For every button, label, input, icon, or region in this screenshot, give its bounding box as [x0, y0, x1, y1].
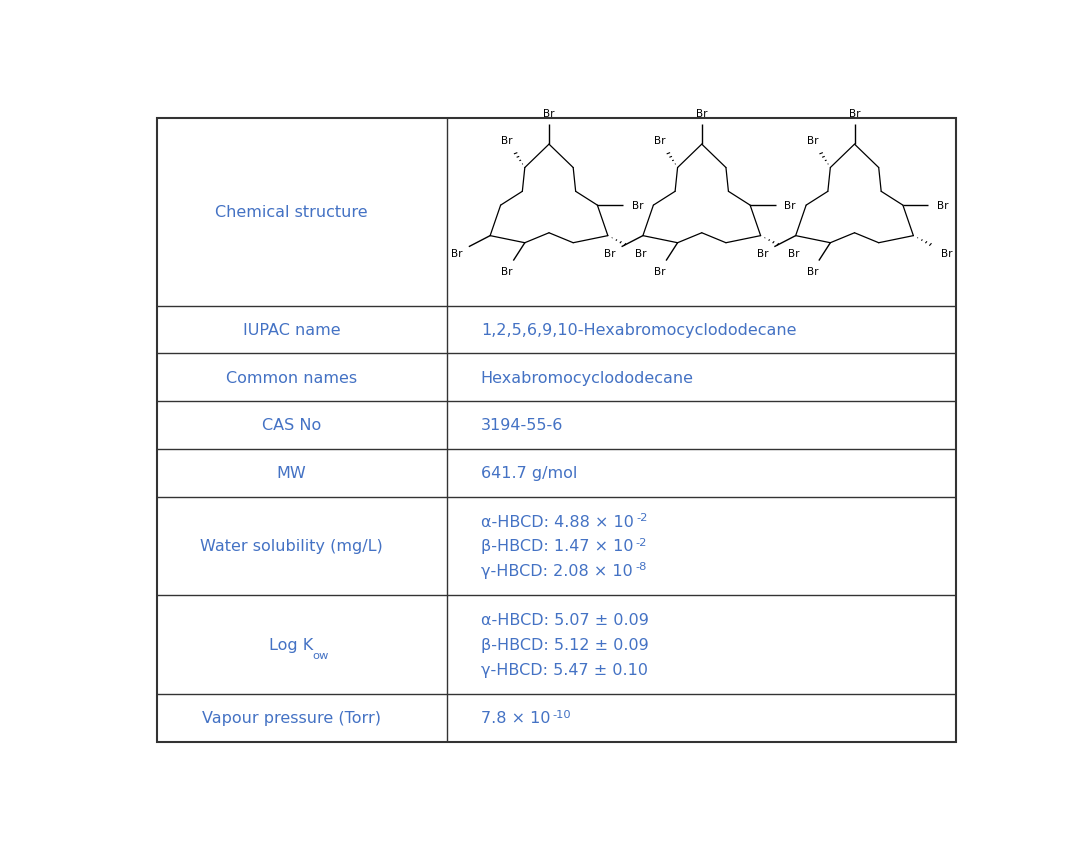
Text: Chemical structure: Chemical structure: [215, 205, 368, 220]
Text: 1,2,5,6,9,10-Hexabromocyclododecane: 1,2,5,6,9,10-Hexabromocyclododecane: [481, 323, 796, 337]
Text: γ-HBCD: 2.08 × 10: γ-HBCD: 2.08 × 10: [481, 563, 632, 579]
Text: Br: Br: [632, 201, 643, 211]
Text: IUPAC name: IUPAC name: [242, 323, 340, 337]
Text: Hexabromocyclododecane: Hexabromocyclododecane: [481, 371, 694, 385]
Text: 3194-55-6: 3194-55-6: [481, 418, 564, 433]
Text: -2: -2: [636, 513, 647, 522]
Text: Br: Br: [604, 249, 616, 258]
Text: Br: Br: [543, 109, 555, 118]
Text: Br: Br: [501, 267, 513, 276]
Text: Br: Br: [696, 109, 707, 118]
Text: Br: Br: [757, 249, 768, 258]
Text: Br: Br: [940, 249, 952, 258]
Text: 7.8 × 10: 7.8 × 10: [481, 711, 551, 726]
Text: Br: Br: [849, 109, 860, 118]
Text: Common names: Common names: [226, 371, 357, 385]
Text: Br: Br: [807, 267, 818, 276]
Text: -2: -2: [635, 537, 647, 547]
Text: CAS No: CAS No: [262, 418, 321, 433]
Text: 641.7 g/mol: 641.7 g/mol: [481, 466, 577, 481]
Text: Log K: Log K: [269, 637, 314, 653]
Text: α-HBCD: 4.88 × 10: α-HBCD: 4.88 × 10: [481, 515, 634, 529]
Text: Br: Br: [788, 249, 799, 258]
Text: ow: ow: [313, 650, 329, 660]
Text: Br: Br: [807, 135, 818, 146]
Text: β-HBCD: 1.47 × 10: β-HBCD: 1.47 × 10: [481, 538, 633, 554]
Text: Br: Br: [784, 201, 796, 211]
Text: α-HBCD: 5.07 ± 0.09: α-HBCD: 5.07 ± 0.09: [481, 613, 648, 628]
Text: γ-HBCD: 5.47 ± 0.10: γ-HBCD: 5.47 ± 0.10: [481, 662, 648, 677]
Text: β-HBCD: 5.12 ± 0.09: β-HBCD: 5.12 ± 0.09: [481, 637, 648, 653]
Text: Br: Br: [501, 135, 513, 146]
Text: -10: -10: [553, 709, 571, 719]
Text: Br: Br: [654, 267, 666, 276]
Text: Br: Br: [451, 249, 463, 258]
Text: -8: -8: [635, 561, 646, 572]
Text: Water solubility (mg/L): Water solubility (mg/L): [200, 538, 383, 554]
Text: Br: Br: [654, 135, 666, 146]
Text: Br: Br: [635, 249, 647, 258]
Text: MW: MW: [277, 466, 306, 481]
Text: Vapour pressure (Torr): Vapour pressure (Torr): [202, 711, 381, 726]
Text: Br: Br: [937, 201, 949, 211]
